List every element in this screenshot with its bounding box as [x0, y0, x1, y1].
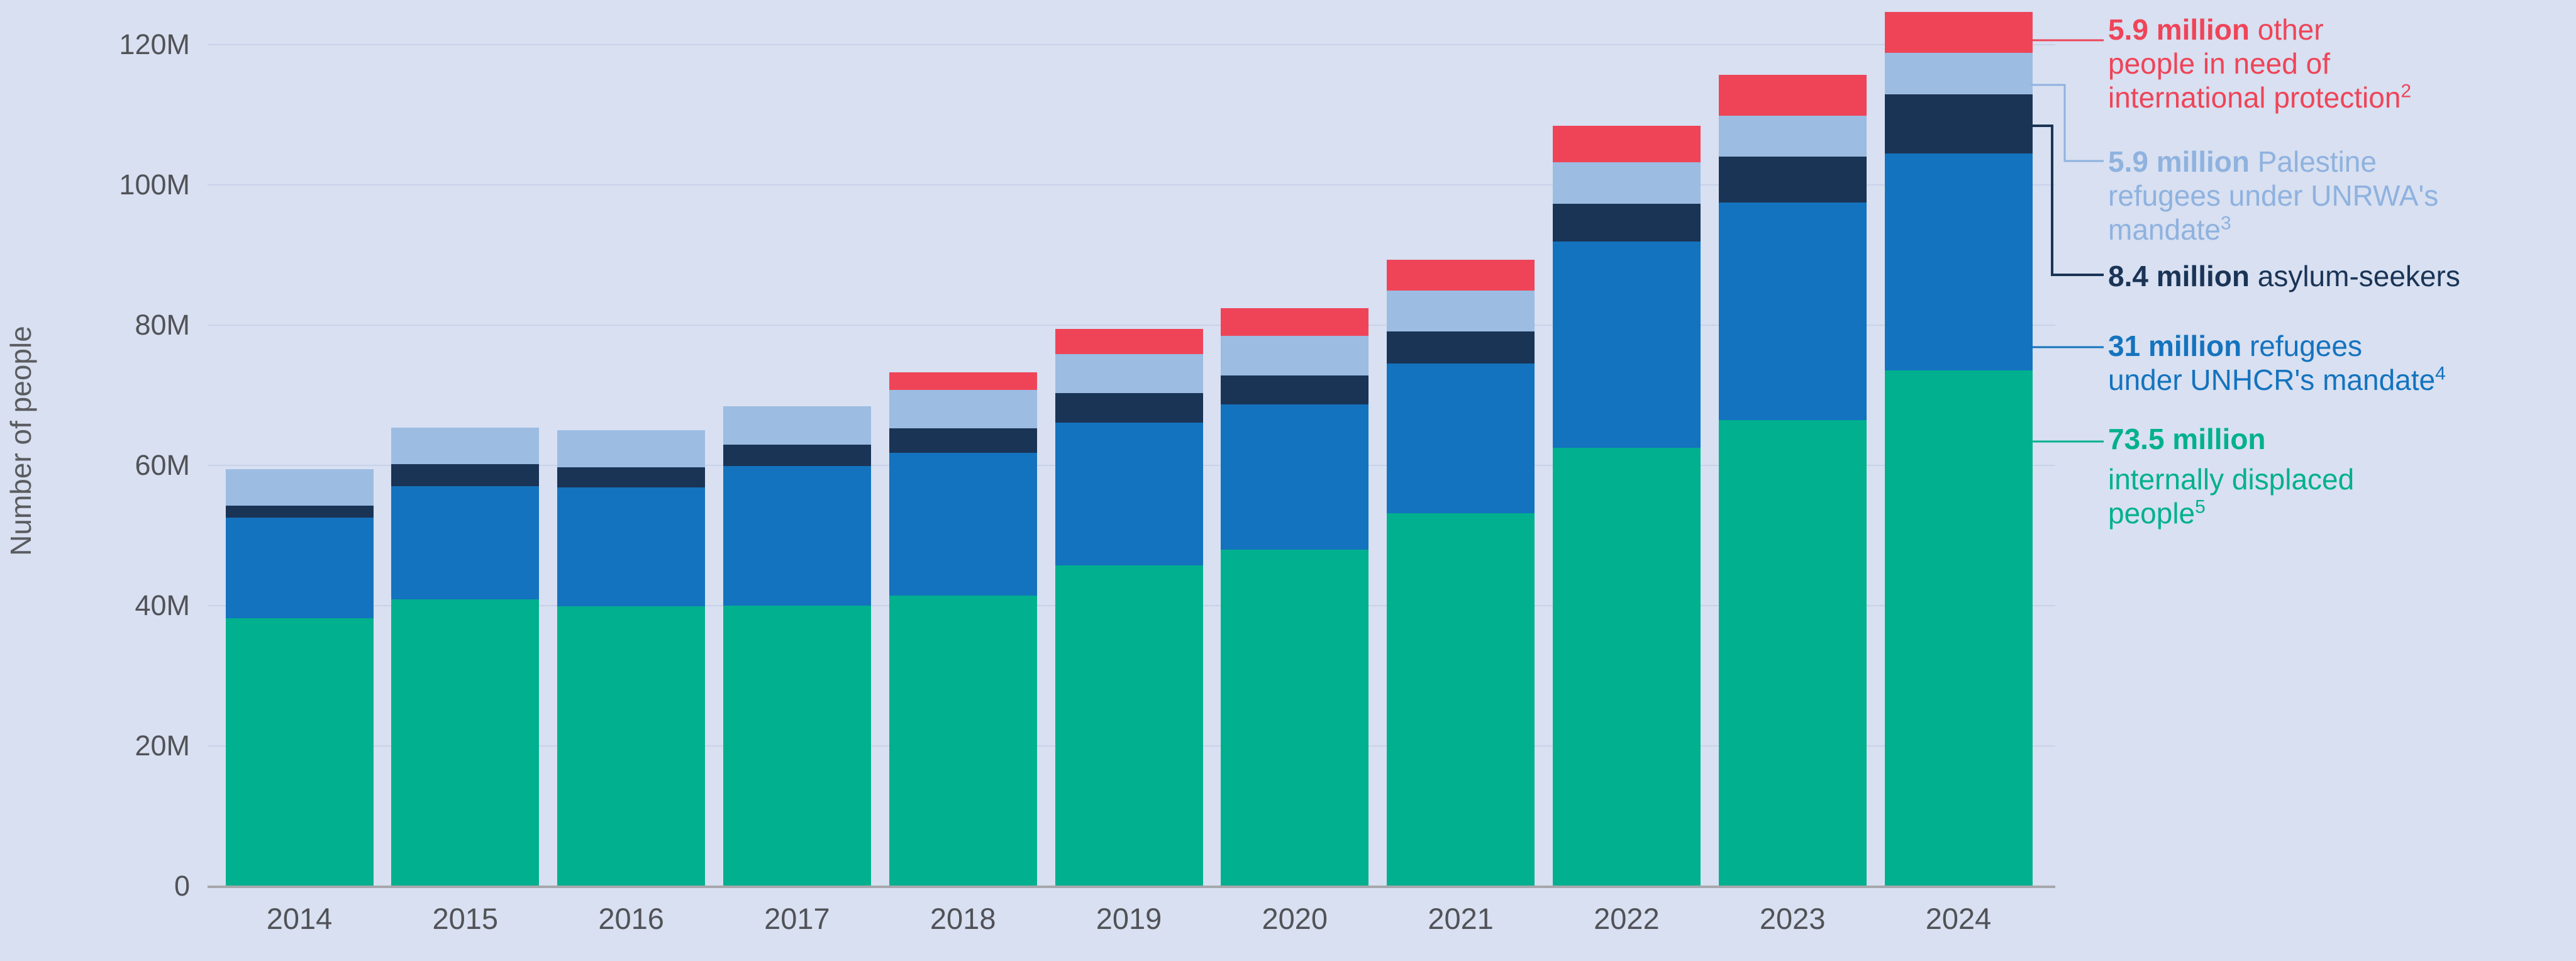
bar-2018-segment-idp — [889, 596, 1037, 886]
bar-2022-segment-refugees — [1552, 242, 1701, 448]
bar-2017-segment-unrwa — [723, 406, 871, 445]
bar-2021-segment-refugees — [1387, 364, 1535, 513]
bar-2022-segment-asylum — [1552, 204, 1701, 242]
x-tick-label-2017: 2017 — [764, 902, 830, 935]
bar-2019-segment-asylum — [1055, 393, 1203, 423]
legend-item-asylum-seekers: 8.4 million asylum-seekers — [2108, 260, 2460, 292]
bar-2022-segment-oip — [1552, 126, 1701, 163]
bar-2015-segment-idp — [391, 599, 540, 886]
bar-2014-segment-asylum — [225, 505, 374, 518]
y-tick-label: 40M — [135, 589, 190, 621]
gridline-100M — [208, 184, 2055, 186]
bar-2017-segment-refugees — [723, 466, 871, 606]
bar-2019-segment-refugees — [1055, 422, 1203, 566]
bar-2023-segment-oip — [1718, 74, 1867, 116]
bar-2023-segment-asylum — [1718, 157, 1867, 203]
bar-2016-segment-refugees — [557, 487, 706, 607]
x-axis-line — [208, 886, 2055, 888]
callout-line-unrwa — [2031, 84, 2104, 162]
callout-line-asylum — [2031, 125, 2104, 276]
bar-2022-segment-unrwa — [1552, 162, 1701, 204]
bar-2014-segment-refugees — [225, 517, 374, 619]
bar-2020-segment-asylum — [1221, 375, 1369, 404]
legend-item-unhcr-refugees: 31 million refugees under UNHCR's mandat… — [2108, 330, 2446, 396]
bar-2024-segment-refugees — [1884, 153, 2033, 371]
bar-2021-segment-asylum — [1387, 331, 1535, 364]
x-tick-label-2019: 2019 — [1096, 902, 1162, 935]
gridline-120M — [208, 44, 2055, 45]
x-tick-label-2024: 2024 — [1925, 902, 1992, 935]
bar-2014-segment-unrwa — [225, 469, 374, 506]
x-tick-label-2018: 2018 — [930, 902, 996, 935]
bar-2024-segment-oip — [1884, 11, 2033, 53]
bar-2014-segment-idp — [225, 618, 374, 886]
y-tick-label: 0 — [174, 870, 190, 902]
bar-2024-segment-idp — [1884, 370, 2033, 886]
bar-2024-segment-asylum — [1884, 94, 2033, 153]
bar-2020-segment-unrwa — [1221, 335, 1369, 376]
bar-2018-segment-oip — [889, 372, 1037, 390]
y-tick-label: 80M — [135, 309, 190, 341]
bar-2018-segment-refugees — [889, 452, 1037, 596]
x-tick-label-2015: 2015 — [432, 902, 499, 935]
x-tick-label-2014: 2014 — [266, 902, 333, 935]
bar-2015-segment-refugees — [391, 486, 540, 599]
bar-2015-segment-unrwa — [391, 427, 540, 464]
legend-item-other-protection: 5.9 million other people in need of inte… — [2108, 13, 2412, 114]
x-tick-label-2022: 2022 — [1594, 902, 1660, 935]
bar-2021-segment-unrwa — [1387, 291, 1535, 332]
bar-2021-segment-oip — [1387, 260, 1535, 291]
bar-2016-segment-idp — [557, 606, 706, 886]
bar-2023-segment-idp — [1718, 419, 1867, 886]
bar-2024-segment-unrwa — [1884, 53, 2033, 95]
bar-2018-segment-asylum — [889, 428, 1037, 453]
gridline-80M — [208, 325, 2055, 326]
bar-2019-segment-idp — [1055, 565, 1203, 886]
x-tick-label-2023: 2023 — [1759, 902, 1826, 935]
bar-2016-segment-asylum — [557, 467, 706, 487]
bar-2020-segment-idp — [1221, 549, 1369, 886]
bar-2023-segment-unrwa — [1718, 115, 1867, 157]
y-tick-label: 20M — [135, 730, 190, 762]
bar-2016-segment-unrwa — [557, 430, 706, 468]
x-tick-label-2016: 2016 — [598, 902, 664, 935]
y-tick-label: 60M — [135, 449, 190, 481]
x-tick-label-2020: 2020 — [1262, 902, 1328, 935]
bar-2023-segment-refugees — [1718, 202, 1867, 420]
legend-item-idp: 73.5 million internally displaced people… — [2108, 423, 2355, 530]
y-tick-label: 120M — [119, 28, 190, 60]
bar-2019-segment-oip — [1055, 328, 1203, 354]
y-tick-label: 100M — [119, 169, 190, 201]
bar-2017-segment-asylum — [723, 444, 871, 467]
bar-2015-segment-asylum — [391, 464, 540, 487]
bar-2019-segment-unrwa — [1055, 353, 1203, 394]
bar-2020-segment-oip — [1221, 308, 1369, 336]
x-tick-label-2021: 2021 — [1428, 902, 1494, 935]
bar-2020-segment-refugees — [1221, 404, 1369, 550]
legend-item-unrwa-refugees: 5.9 million Palestine refugees under UNR… — [2108, 145, 2439, 246]
bar-2018-segment-unrwa — [889, 389, 1037, 428]
bar-2017-segment-idp — [723, 606, 871, 886]
bar-2022-segment-idp — [1552, 448, 1701, 886]
bar-2021-segment-idp — [1387, 513, 1535, 886]
